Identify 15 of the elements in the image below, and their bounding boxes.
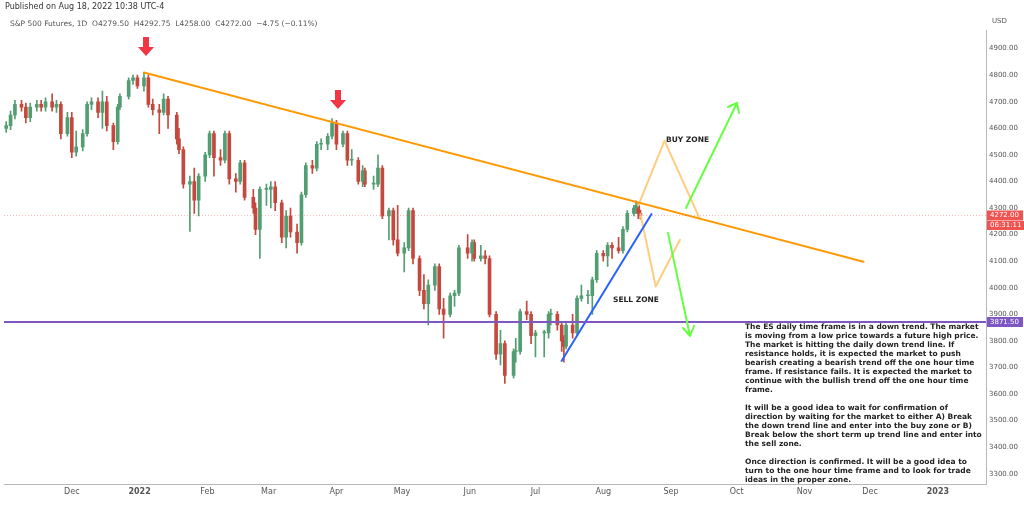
x-tick-label: Mar	[261, 487, 277, 497]
x-tick-label: 2023	[926, 487, 950, 497]
x-tick-label: 2022	[128, 487, 151, 497]
x-tick-label: May	[393, 487, 411, 497]
x-tick-label: Dec	[64, 487, 80, 497]
chart-title: Published on Aug 18, 2022 10:38 UTC-4	[5, 2, 165, 11]
x-tick-label: Feb	[200, 487, 215, 497]
x-tick-label: Jul	[529, 487, 541, 497]
x-tick-label: Oct	[729, 487, 744, 497]
x-tick-label: Nov	[796, 487, 813, 497]
x-tick-label: Aug	[595, 487, 612, 497]
x-tick-label: Apr	[329, 487, 345, 497]
x-tick-label: Jun	[462, 487, 477, 497]
x-tick-label: Dec	[862, 487, 878, 497]
x-tick-label: Sep	[663, 487, 679, 497]
